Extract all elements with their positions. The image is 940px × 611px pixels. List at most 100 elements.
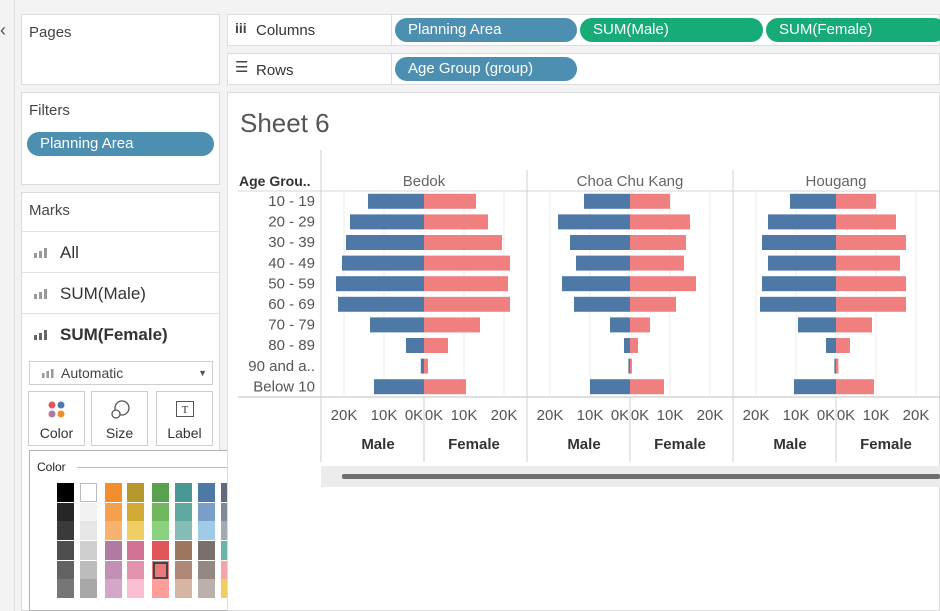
row-label: 70 - 79 xyxy=(268,317,315,334)
male-bar xyxy=(584,193,630,209)
male-bar xyxy=(794,379,836,395)
male-bar xyxy=(558,214,630,230)
color-swatch[interactable] xyxy=(105,561,122,580)
collapse-panel-button[interactable]: ‹ xyxy=(0,20,6,40)
color-swatch[interactable] xyxy=(80,521,97,540)
color-swatch[interactable] xyxy=(105,579,122,598)
male-bar xyxy=(370,317,424,333)
color-swatch[interactable] xyxy=(152,503,169,522)
color-swatch[interactable] xyxy=(198,503,215,522)
color-swatch[interactable] xyxy=(198,521,215,540)
female-bar xyxy=(630,317,650,333)
marks-row-sum-male[interactable]: SUM(Male) xyxy=(22,272,219,313)
female-tick-label: 10K xyxy=(657,407,684,424)
female-bar xyxy=(836,255,900,271)
color-swatch[interactable] xyxy=(57,483,74,502)
female-tick-label: 0K xyxy=(631,407,649,424)
color-swatch[interactable] xyxy=(57,541,74,560)
color-swatch[interactable] xyxy=(57,521,74,540)
color-swatch[interactable] xyxy=(152,561,169,580)
chevron-down-icon: ▼ xyxy=(198,368,207,378)
color-swatch[interactable] xyxy=(152,541,169,560)
color-swatch[interactable] xyxy=(105,483,122,502)
color-swatch[interactable] xyxy=(80,579,97,598)
male-tick-label: 10K xyxy=(371,407,398,424)
scrollbar-thumb[interactable] xyxy=(342,474,940,479)
color-swatch[interactable] xyxy=(105,503,122,522)
female-bar xyxy=(630,255,684,271)
male-bar xyxy=(768,214,836,230)
mark-type-value: Automatic xyxy=(61,365,124,381)
female-bar xyxy=(424,214,488,230)
marks-row-all[interactable]: All xyxy=(22,231,219,272)
female-bar xyxy=(424,338,448,353)
size-button[interactable]: Size xyxy=(91,391,148,446)
marks-row-sum-female[interactable]: SUM(Female) xyxy=(22,313,219,354)
color-swatch[interactable] xyxy=(127,561,144,580)
row-label: 80 - 89 xyxy=(268,337,315,354)
columns-pill-sum-female[interactable]: SUM(Female) xyxy=(766,18,940,42)
mark-type-dropdown[interactable]: Automatic ▼ xyxy=(29,361,213,385)
color-swatch[interactable] xyxy=(152,579,169,598)
color-swatch[interactable] xyxy=(127,483,144,502)
marks-row-label: SUM(Male) xyxy=(60,284,146,303)
male-tick-label: 10K xyxy=(577,407,604,424)
color-swatch[interactable] xyxy=(127,503,144,522)
color-swatch[interactable] xyxy=(80,503,97,522)
filter-pill-planning-area[interactable]: Planning Area xyxy=(27,132,214,156)
row-label: 30 - 39 xyxy=(268,234,315,251)
color-swatch[interactable] xyxy=(80,561,97,580)
color-swatch[interactable] xyxy=(105,541,122,560)
color-swatch[interactable] xyxy=(175,579,192,598)
columns-pill-sum-male[interactable]: SUM(Male) xyxy=(580,18,763,42)
female-bar xyxy=(424,317,480,333)
view-area xyxy=(227,92,940,611)
horizontal-scrollbar[interactable] xyxy=(321,466,940,487)
color-swatch[interactable] xyxy=(175,521,192,540)
male-axis-title: Male xyxy=(773,436,806,453)
color-swatch[interactable] xyxy=(175,561,192,580)
color-swatch[interactable] xyxy=(105,521,122,540)
color-swatch[interactable] xyxy=(57,503,74,522)
color-swatch[interactable] xyxy=(198,541,215,560)
color-swatch[interactable] xyxy=(198,579,215,598)
color-swatch[interactable] xyxy=(175,541,192,560)
color-swatch[interactable] xyxy=(198,483,215,502)
row-label: 40 - 49 xyxy=(268,255,315,272)
male-tick-label: 0K xyxy=(405,407,423,424)
marks-row-label: All xyxy=(60,243,79,262)
female-axis-title: Female xyxy=(654,436,706,453)
female-axis-title: Female xyxy=(860,436,912,453)
color-swatch[interactable] xyxy=(152,483,169,502)
female-tick-label: 20K xyxy=(697,407,724,424)
color-swatch[interactable] xyxy=(127,521,144,540)
color-swatch[interactable] xyxy=(175,483,192,502)
male-bar xyxy=(790,193,836,209)
rows-pill-age-group[interactable]: Age Group (group) xyxy=(395,57,577,81)
male-bar xyxy=(798,317,836,333)
female-bar xyxy=(630,193,670,209)
color-swatch[interactable] xyxy=(152,521,169,540)
color-swatch[interactable] xyxy=(57,579,74,598)
columns-label: Columns xyxy=(256,22,316,39)
color-swatch[interactable] xyxy=(175,503,192,522)
male-bar xyxy=(346,235,424,250)
female-bar xyxy=(836,193,876,209)
label-button-label: Label xyxy=(167,425,202,441)
color-swatch[interactable] xyxy=(127,541,144,560)
color-swatch[interactable] xyxy=(198,561,215,580)
color-swatch[interactable] xyxy=(57,561,74,580)
filters-title: Filters xyxy=(29,102,70,119)
female-axis-title: Female xyxy=(448,436,500,453)
female-bar xyxy=(630,235,686,250)
color-button[interactable]: Color xyxy=(28,391,85,446)
columns-pill-planning-area[interactable]: Planning Area xyxy=(395,18,577,42)
male-bar xyxy=(624,338,630,353)
rows-icon: ☰ xyxy=(235,59,249,76)
color-swatch[interactable] xyxy=(80,483,97,502)
row-label: 20 - 29 xyxy=(268,214,315,231)
color-swatch[interactable] xyxy=(127,579,144,598)
label-button[interactable]: T Label xyxy=(156,391,213,446)
color-swatch[interactable] xyxy=(80,541,97,560)
panel-header: Choa Chu Kang xyxy=(577,173,684,190)
